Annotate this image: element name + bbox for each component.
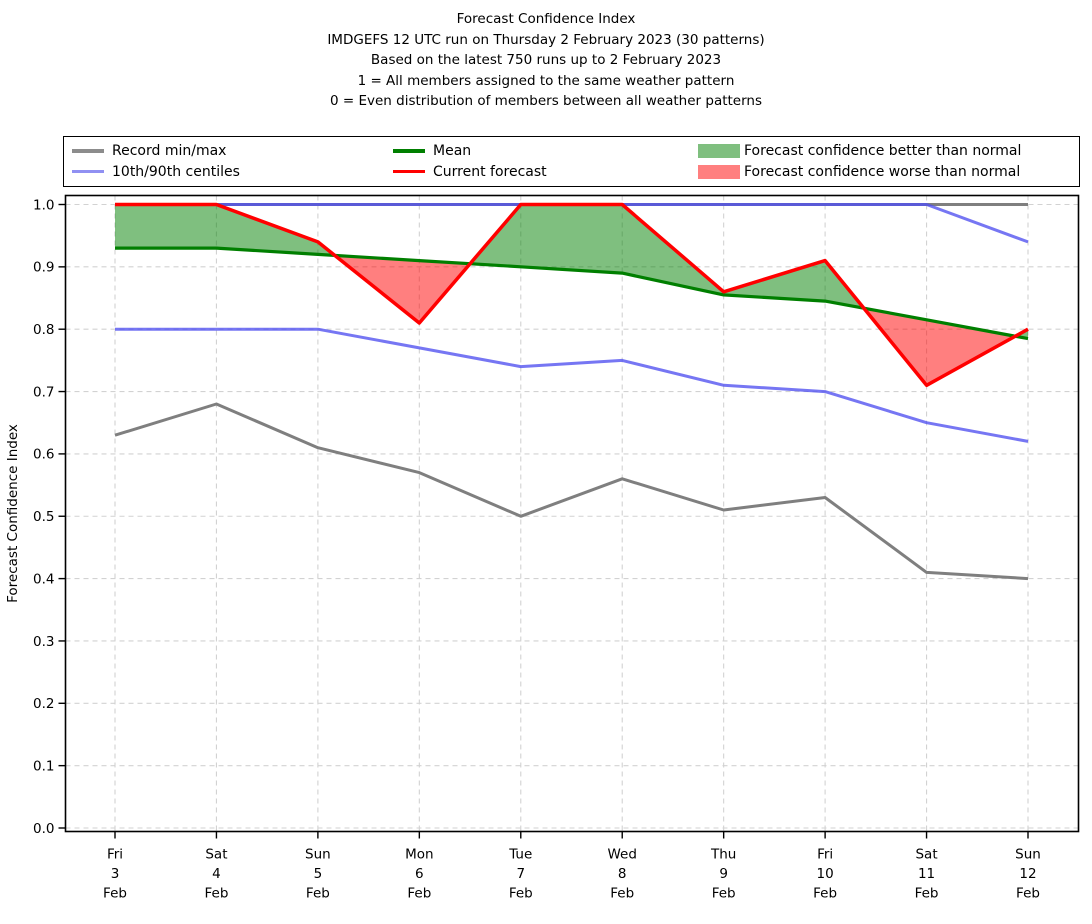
x-tick-label: Sun — [1015, 847, 1041, 863]
series-mean-line — [115, 246, 1029, 341]
x-tick-label: 3 — [111, 866, 120, 882]
x-tick-label: 8 — [618, 866, 627, 882]
legend-label: Forecast confidence better than normal — [744, 143, 1022, 159]
y-tick-label: 0.5 — [33, 509, 54, 525]
x-tick-label: 6 — [415, 866, 424, 882]
legend-label: Record min/max — [112, 143, 227, 159]
chart-title-line-3: Based on the latest 750 runs up to 2 Feb… — [370, 52, 722, 69]
x-tick-label: Fri — [107, 847, 123, 863]
tick-marks — [58, 203, 1029, 839]
x-tick-label: Feb — [509, 886, 533, 902]
x-tick-label: 10 — [817, 866, 834, 882]
fill-better-than-normal — [471, 204, 865, 309]
series-10th-centile-line — [115, 327, 1029, 443]
record-minmax-line-swatch — [72, 149, 104, 153]
grid — [65, 195, 1079, 832]
x-tick-label: Thu — [710, 847, 736, 863]
legend-entry-current-forecast: Current forecast — [393, 162, 547, 182]
x-tick-label: 11 — [918, 866, 935, 882]
x-tick-label: 9 — [719, 866, 728, 882]
y-tick-label: 0.2 — [33, 696, 54, 712]
y-tick-label: 0.3 — [33, 634, 54, 650]
x-tick-label: Sun — [305, 847, 331, 863]
y-tick-label: 0.1 — [33, 758, 54, 774]
x-tick-label: 5 — [314, 866, 323, 882]
series-current-forecast-line — [115, 202, 1029, 388]
y-tick-label: 0.8 — [33, 322, 54, 338]
legend-entry-mean: Mean — [393, 141, 471, 161]
tick-labels: 0.0 0.1 0.2 0.3 0.4 0.5 0.6 0.7 0.8 0.9 1.0 Fri 3 Feb… — [33, 197, 1041, 901]
chart-title-line-4: 1 = All members assigned to the same wea… — [357, 72, 735, 89]
confidence-fills — [115, 204, 1028, 386]
legend: Record min/max 10th/90th centiles Mean C… — [63, 136, 1080, 187]
x-tick-label: Feb — [204, 886, 228, 902]
y-axis-label: Forecast Confidence Index — [5, 424, 21, 603]
current-forecast-line-swatch — [393, 169, 425, 174]
legend-entry-better-than-normal: Forecast confidence better than normal — [698, 141, 1021, 161]
chart-title-line-1: Forecast Confidence Index — [456, 11, 636, 27]
better-than-normal-patch-swatch — [698, 144, 740, 158]
y-tick-label: 0.9 — [33, 260, 54, 276]
x-tick-label: Feb — [610, 886, 634, 902]
legend-entry-worse-than-normal: Forecast confidence worse than normal — [698, 162, 1020, 182]
x-tick-label: Feb — [103, 886, 127, 902]
y-tick-label: 0.4 — [33, 571, 54, 587]
chart-title-line-5: 0 = Even distribution of members between… — [329, 93, 763, 110]
plot-frame — [64, 194, 1080, 833]
legend-entry-centiles: 10th/90th centiles — [72, 162, 240, 182]
x-tick-label: Feb — [1016, 886, 1040, 902]
y-tick-label: 1.0 — [33, 197, 54, 213]
x-tick-label: 12 — [1019, 866, 1036, 882]
x-tick-label: Feb — [813, 886, 837, 902]
x-tick-label: Feb — [712, 886, 736, 902]
x-tick-label: Fri — [817, 847, 833, 863]
mean-line-swatch — [393, 149, 425, 153]
x-tick-label: Wed — [608, 847, 637, 863]
title-block: Forecast Confidence Index IMDGEFS 12 UTC… — [0, 9, 1092, 112]
x-tick-label: Feb — [915, 886, 939, 902]
chart-title-line-2: IMDGEFS 12 UTC run on Thursday 2 Februar… — [327, 31, 765, 48]
x-tick-label: Sat — [205, 847, 227, 863]
x-tick-label: Mon — [405, 847, 433, 863]
x-tick-label: Tue — [508, 847, 532, 863]
fill-worse-than-normal — [864, 308, 1016, 386]
y-tick-label: 0.0 — [33, 821, 54, 837]
legend-entry-record-minmax: Record min/max — [72, 141, 226, 161]
legend-label: Forecast confidence worse than normal — [744, 163, 1021, 180]
x-tick-label: Feb — [306, 886, 330, 902]
centiles-line-swatch — [72, 169, 104, 174]
series-record-min-line — [114, 402, 1029, 581]
fill-better-than-normal — [115, 204, 336, 256]
x-tick-label: 4 — [212, 866, 221, 882]
x-tick-label: Feb — [407, 886, 431, 902]
legend-label: 10th/90th centiles — [112, 163, 240, 180]
fill-worse-than-normal — [335, 255, 471, 323]
y-tick-label: 0.7 — [33, 384, 54, 400]
legend-label: Mean — [433, 143, 472, 159]
x-tick-label: Sat — [915, 847, 937, 863]
worse-than-normal-patch-swatch — [698, 164, 740, 179]
legend-label: Current forecast — [433, 163, 547, 180]
x-tick-label: 7 — [516, 866, 525, 882]
y-tick-label: 0.6 — [33, 447, 54, 463]
